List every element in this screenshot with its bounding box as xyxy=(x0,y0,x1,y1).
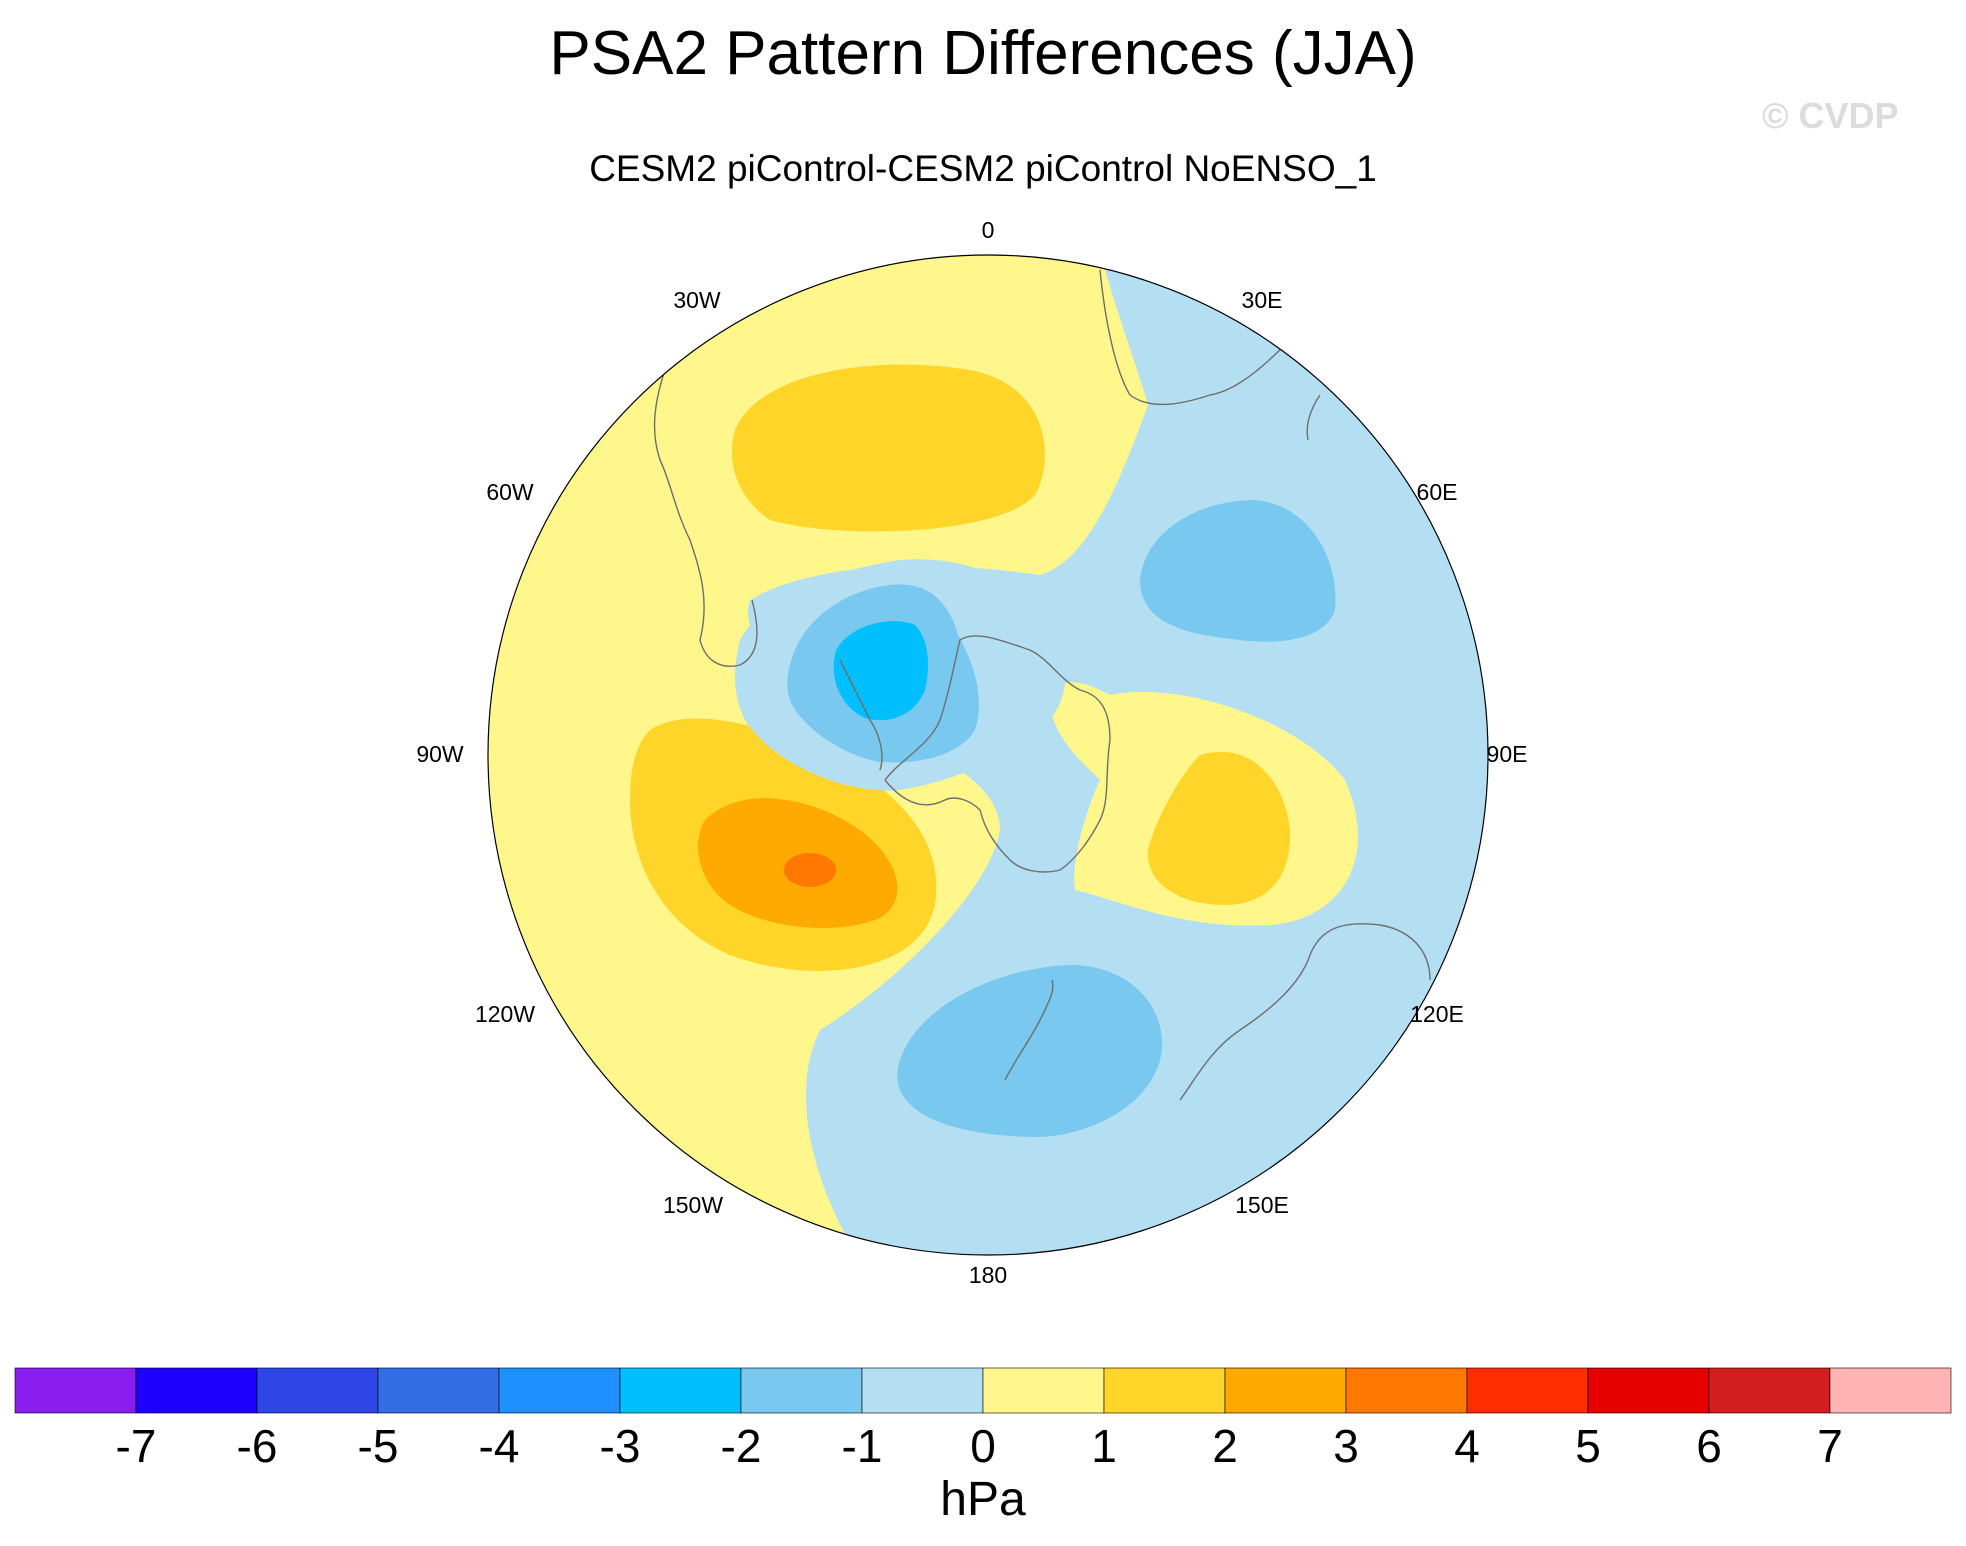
coast-antarctic-peninsula xyxy=(839,659,883,771)
colorbar-level-label: 6 xyxy=(1696,1420,1722,1472)
coastlines xyxy=(653,269,1431,1101)
colorbar-box-6 xyxy=(740,1367,863,1414)
colorbar-box-13 xyxy=(1587,1367,1710,1414)
contour-field xyxy=(488,255,1488,1255)
coast-antarctica xyxy=(884,635,1111,873)
contour-neg2-east xyxy=(1140,500,1336,642)
colorbar-box-9 xyxy=(1103,1367,1226,1414)
lon-60e-label: 60E xyxy=(1417,479,1458,505)
colorbar-box-14 xyxy=(1708,1367,1831,1414)
coast-australia xyxy=(1179,923,1431,1101)
coast-madagascar xyxy=(1306,394,1321,441)
contour-neg2-south xyxy=(897,965,1163,1137)
colorbar-box-1 xyxy=(135,1367,258,1414)
colorbar-level-label: -6 xyxy=(237,1420,278,1472)
map-boundary xyxy=(487,254,1489,1256)
contour-pos4 xyxy=(784,853,836,887)
colorbar-box-3 xyxy=(377,1367,500,1414)
coast-south-america xyxy=(653,369,758,667)
plot-subtitle: CESM2 piControl-CESM2 piControl NoENSO_1 xyxy=(589,148,1377,189)
lon-150w-label: 150W xyxy=(663,1192,723,1218)
lon-30e-label: 30E xyxy=(1242,287,1283,313)
colorbar-box-8 xyxy=(982,1367,1105,1414)
lon-90e-label: 90E xyxy=(1487,741,1528,767)
lon-120e-label: 120E xyxy=(1410,1001,1464,1027)
colorbar-box-4 xyxy=(498,1367,621,1414)
lon-180-label: 180 xyxy=(969,1262,1007,1288)
colorbar-level-label: -3 xyxy=(600,1420,641,1472)
colorbar-level-label: -5 xyxy=(358,1420,399,1472)
colorbar-level-label: 3 xyxy=(1333,1420,1359,1472)
colorbar-level-label: 4 xyxy=(1454,1420,1480,1472)
coast-new-zealand xyxy=(1004,979,1054,1081)
colorbar-box-10 xyxy=(1224,1367,1347,1414)
colorbar-level-label: 0 xyxy=(970,1420,996,1472)
colorbar-level-label: 2 xyxy=(1212,1420,1238,1472)
lon-30w-label: 30W xyxy=(673,287,721,313)
colorbar-level-label: 5 xyxy=(1575,1420,1601,1472)
colorbar-box-12 xyxy=(1466,1367,1589,1414)
longitude-labels: 0 30E 60E 90E 120E 150E 180 150W 120W 90W 60W 30W xyxy=(416,217,1527,1288)
colorbar-box-5 xyxy=(619,1367,742,1414)
cvdp-watermark: © CVDP xyxy=(1762,95,1899,136)
coast-africa xyxy=(1099,269,1291,406)
plot-title: PSA2 Pattern Differences (JJA) xyxy=(549,19,1417,88)
colorbar-level-label: -4 xyxy=(479,1420,520,1472)
lon-60w-label: 60W xyxy=(486,479,534,505)
contour-pos2-east xyxy=(1147,751,1291,905)
colorbar-units: hPa xyxy=(940,1473,1026,1526)
lon-120w-label: 120W xyxy=(475,1001,535,1027)
lon-90w-label: 90W xyxy=(416,741,464,767)
lon-0-label: 0 xyxy=(982,217,995,243)
lon-150e-label: 150E xyxy=(1235,1192,1289,1218)
colorbar-box-7 xyxy=(861,1367,984,1414)
colorbar-level-label: 1 xyxy=(1091,1420,1117,1472)
colorbar-box-11 xyxy=(1345,1367,1468,1414)
colorbar: -7 -6 -5 -4 -3 -2 -1 0 1 2 3 4 5 6 7 xyxy=(14,1367,1952,1472)
colorbar-box-2 xyxy=(256,1367,379,1414)
colorbar-level-label: -7 xyxy=(116,1420,157,1472)
colorbar-box-15 xyxy=(1829,1367,1952,1414)
colorbar-box-0 xyxy=(14,1367,137,1414)
colorbar-level-label: -1 xyxy=(842,1420,883,1472)
colorbar-level-label: 7 xyxy=(1817,1420,1843,1472)
colorbar-level-label: -2 xyxy=(721,1420,762,1472)
contour-pos2-north xyxy=(731,364,1045,532)
